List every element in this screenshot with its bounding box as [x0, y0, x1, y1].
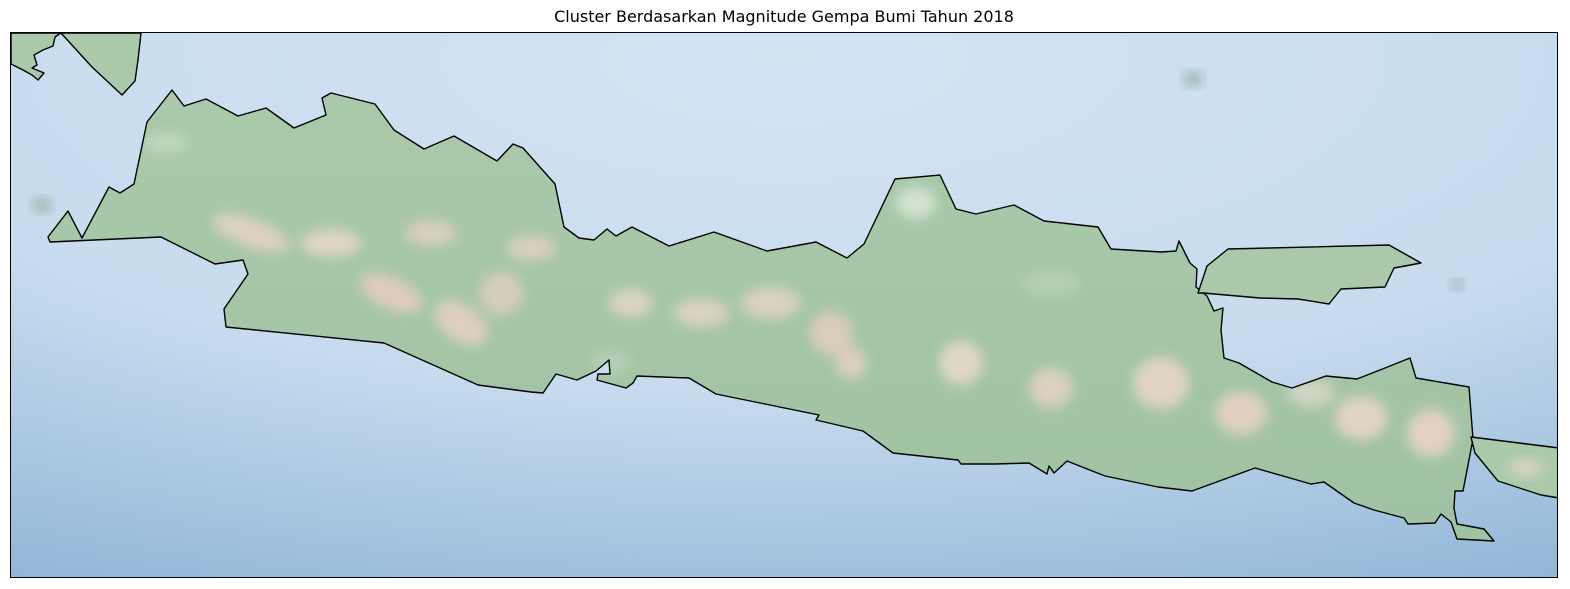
- islet: [1450, 279, 1464, 291]
- islet: [1183, 71, 1203, 87]
- map-title: Cluster Berdasarkan Magnitude Gempa Bumi…: [554, 7, 1014, 26]
- java-coastline: [47, 89, 1495, 542]
- madura-island: [1197, 244, 1422, 305]
- map-canvas: [11, 33, 1557, 577]
- terrain-relief: [144, 133, 1455, 457]
- islet: [32, 197, 52, 213]
- landmass-northwest: [11, 33, 142, 96]
- bali-relief: [1508, 458, 1544, 478]
- map-frame: [10, 32, 1558, 578]
